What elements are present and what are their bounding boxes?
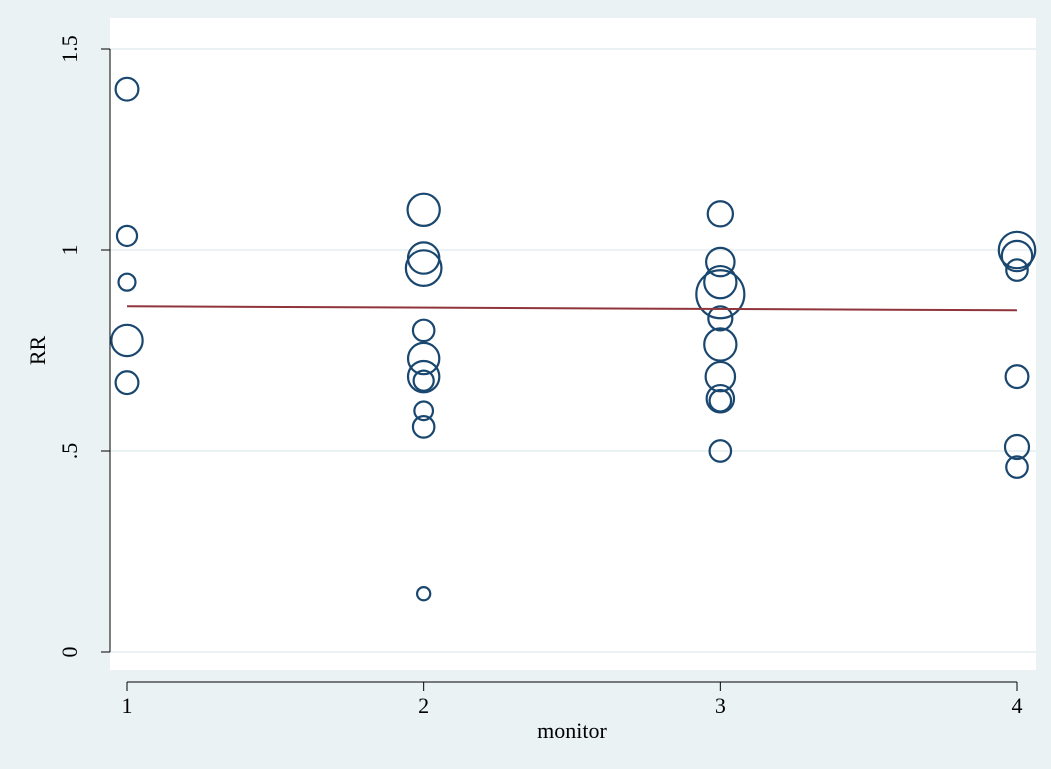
- y-axis-label: RR: [25, 336, 50, 366]
- data-point: [412, 369, 435, 392]
- data-point: [415, 586, 432, 602]
- plot-area: [110, 18, 1036, 670]
- x-tick-label: 2: [418, 693, 429, 718]
- data-point: [1005, 258, 1029, 282]
- y-tick-label: 1: [57, 245, 82, 256]
- data-point: [411, 415, 436, 439]
- data-point: [115, 224, 139, 248]
- data-point: [114, 76, 140, 102]
- fit-line: [126, 305, 1018, 312]
- data-point: [1000, 239, 1034, 273]
- data-point: [1005, 455, 1029, 479]
- y-tick-label: .5: [57, 443, 82, 460]
- y-tick-label: 1.5: [57, 35, 82, 63]
- data-point: [705, 246, 736, 278]
- y-tick-label: 0: [57, 647, 82, 658]
- gridlines: [110, 48, 1036, 653]
- x-tick-label: 4: [1012, 693, 1023, 718]
- data-point: [404, 249, 443, 287]
- data-point: [114, 370, 140, 396]
- data-point: [1003, 433, 1031, 461]
- data-point: [704, 360, 737, 393]
- data-point: [706, 200, 735, 228]
- data-point: [703, 327, 738, 362]
- axes: 0 .5 1 1.5 1 2 3 4: [57, 35, 1022, 718]
- x-tick-label: 1: [122, 693, 133, 718]
- data-point: [406, 341, 441, 376]
- x-tick-label: 3: [715, 693, 726, 718]
- data-point: [406, 359, 441, 394]
- data-point: [117, 272, 137, 292]
- data-point: [413, 400, 435, 422]
- data-point: [411, 318, 436, 343]
- data-point: [1004, 364, 1030, 390]
- data-point: [708, 388, 733, 413]
- data-point: [707, 305, 734, 332]
- fit-line-group: [126, 305, 1018, 312]
- data-point: [997, 230, 1037, 270]
- data-point: [110, 323, 144, 358]
- data-point: [695, 269, 746, 320]
- data-point: [703, 264, 738, 300]
- data-point: [406, 192, 441, 227]
- data-points: [110, 76, 1037, 602]
- x-axis-label: monitor: [537, 718, 607, 743]
- data-point: [708, 439, 733, 463]
